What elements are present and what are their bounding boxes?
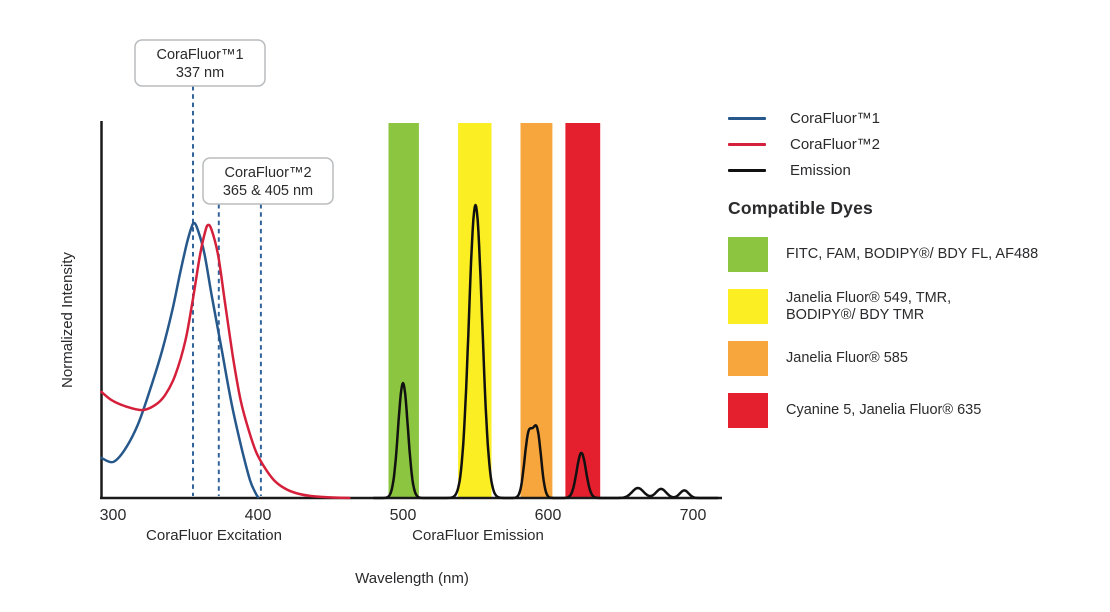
right-panel: CoraFluor™1 CoraFluor™2 Emission Compati… [728,110,1098,428]
cy5-color-swatch [728,393,768,428]
legend-label: CoraFluor™2 [790,136,881,153]
jf549-color-swatch [728,289,768,324]
fitc-color-swatch [728,237,768,272]
band-cy5 [565,123,601,497]
y-axis-title: Normalized Intensity [59,252,76,388]
curve-emission [372,203,719,500]
x-tick-label: 400 [245,507,272,524]
legend-item-emission: Emission [728,162,1098,179]
legend-label: Emission [790,162,851,179]
dye-label-line: Janelia Fluor® 549, TMR, [786,289,952,306]
dye-row-fitc: FITC, FAM, BODIPY®/ BDY FL, AF488 [728,237,1098,272]
annotation2-wavelength: 365 & 405 nm [223,183,313,199]
x-tick-label: 300 [100,507,127,524]
band-fitc [388,123,419,497]
jf585-color-swatch [728,341,768,376]
emission-caption: CoraFluor Emission [412,527,544,544]
legend-item-corafluor1: CoraFluor™1 [728,110,1098,127]
dye-row-cy5: Cyanine 5, Janelia Fluor® 635 [728,393,1098,428]
spectra-chart: CoraFluor™1 337 nm CoraFluor™2 365 & 405… [59,39,722,587]
dye-row-jf585: Janelia Fluor® 585 [728,341,1098,376]
marker-lines [192,86,262,496]
dye-label-line: Cyanine 5, Janelia Fluor® 635 [786,402,982,418]
dye-bands [388,123,601,497]
annotation-box-corafluor2: CoraFluor™2 365 & 405 nm [202,157,334,205]
x-tick-label: 600 [535,507,562,524]
legend-item-corafluor2: CoraFluor™2 [728,136,1098,153]
x-tick-labels: 300 400 500 600 700 [100,507,707,524]
corafluor2-line-swatch [728,143,766,146]
dye-label: Janelia Fluor® 585 [786,350,908,367]
dye-label-line: FITC, FAM, BODIPY®/ BDY FL, AF488 [786,246,1039,262]
emission-line-swatch [728,169,766,172]
annotation-box-corafluor1: CoraFluor™1 337 nm [134,39,266,87]
x-axis-title: Wavelength (nm) [355,570,469,587]
curve-legend: CoraFluor™1 CoraFluor™2 Emission [728,110,1098,179]
dye-label: Janelia Fluor® 549, TMR, BODIPY®/ BDY TM… [786,290,951,324]
annotation1-wavelength: 337 nm [176,65,224,81]
annotation2-name: CoraFluor™2 [224,165,311,181]
dye-label: FITC, FAM, BODIPY®/ BDY FL, AF488 [786,246,1038,263]
dye-label: Cyanine 5, Janelia Fluor® 635 [786,402,981,419]
curve-corafluor-2 [100,223,351,500]
compatible-dyes-list: FITC, FAM, BODIPY®/ BDY FL, AF488 Janeli… [728,237,1098,428]
corafluor1-line-swatch [728,117,766,120]
dye-label-line: BODIPY®/ BDY TMR [786,306,925,323]
band-jf585 [520,123,553,497]
x-tick-label: 500 [390,507,417,524]
curve-corafluor-1 [100,221,260,499]
annotation1-name: CoraFluor™1 [156,47,243,63]
compatible-dyes-heading: Compatible Dyes [728,198,873,218]
dye-label-line: Janelia Fluor® 585 [786,350,908,366]
legend-label: CoraFluor™1 [790,110,881,127]
dye-row-jf549: Janelia Fluor® 549, TMR, BODIPY®/ BDY TM… [728,289,1098,324]
spectra-curves [100,203,719,500]
x-tick-label: 700 [680,507,707,524]
excitation-caption: CoraFluor Excitation [146,527,282,544]
